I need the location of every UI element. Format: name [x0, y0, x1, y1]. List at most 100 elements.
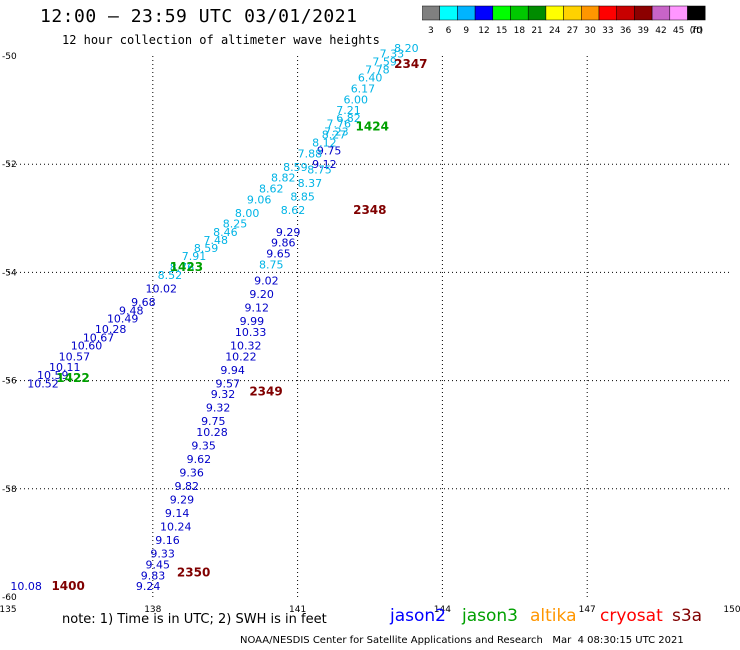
swh-value-label: 9.94 [220, 364, 245, 377]
legend-label: 6 [446, 26, 452, 36]
legend-label: 3 [428, 26, 434, 36]
lon-tick-label: 138 [144, 605, 161, 615]
lon-tick-label: 144 [434, 605, 451, 615]
lat-tick-label: -54 [2, 268, 17, 278]
swh-value-label: 9.14 [165, 507, 190, 520]
swh-value-label: 8.27 [322, 128, 347, 141]
legend-label: 21 [531, 26, 542, 36]
swh-value-label: 10.67 [83, 331, 115, 344]
swh-value-label: 9.35 [191, 440, 216, 453]
legend-label: 15 [496, 26, 507, 36]
lon-tick-label: 135 [0, 605, 17, 615]
lat-tick-label: -58 [2, 485, 17, 495]
swh-value-label: 9.02 [254, 275, 279, 288]
swh-value-label: 7.23 [324, 126, 349, 139]
legend-label: 42 [655, 26, 666, 36]
swh-value-label: 8.82 [271, 172, 296, 185]
swh-value-label: 9.99 [240, 315, 265, 328]
lat-tick-label: -60 [2, 593, 17, 603]
legend-label: 39 [638, 26, 650, 36]
units-note: note: 1) Time is in UTC; 2) SWH is in fe… [62, 612, 327, 627]
swh-value-label: 10.08 [10, 580, 42, 593]
swh-value-label: 8.59 [283, 161, 308, 174]
swh-value-label: 9.12 [312, 158, 337, 171]
time-stamp-label: 2350 [177, 566, 210, 580]
satellite-label-s3a: s3a [672, 606, 703, 626]
time-stamp-label: 2349 [249, 384, 282, 398]
legend-unit: (ft) [690, 26, 704, 36]
swh-value-label: 8.85 [290, 191, 315, 204]
legend-label: 33 [602, 26, 613, 36]
lon-tick-label: 141 [289, 605, 306, 615]
swh-value-label: 9.82 [175, 480, 200, 493]
swh-value-label: 8.75 [307, 164, 332, 177]
swh-value-label: 9.29 [170, 494, 195, 507]
swh-value-label: 8.37 [298, 177, 323, 190]
color-scale-legend: 3 6 9 12 15 18 21 24 27 30 33 36 39 42 45 70(ft) [422, 5, 706, 36]
swh-value-label: 9.62 [187, 453, 212, 466]
legend-swatch [687, 5, 706, 21]
swh-value-label: 7.59 [372, 55, 397, 68]
swh-value-label: 9.75 [317, 145, 342, 158]
swh-value-label: 10.52 [27, 377, 59, 390]
lat-tick-label: -56 [2, 377, 17, 387]
swh-value-label: 9.68 [131, 296, 156, 309]
time-stamp-label: 1422 [56, 371, 89, 385]
legend-label: 12 [478, 26, 489, 36]
swh-value-label: 10.11 [49, 361, 81, 374]
swh-value-label: 9.20 [249, 288, 273, 301]
swh-value-label: 9.83 [141, 569, 166, 582]
page-subtitle: 12 hour collection of altimeter wave hei… [62, 33, 380, 47]
swh-value-label: 7.76 [327, 118, 352, 131]
swh-value-label: 8.46 [213, 226, 238, 239]
swh-value-label: 9.32 [206, 402, 231, 415]
swh-value-label: 9.33 [150, 548, 175, 561]
legend-label: 45 [673, 26, 684, 36]
swh-value-label: 9.48 [119, 304, 144, 317]
swh-value-label: 10.57 [59, 350, 91, 363]
time-stamp-label: 2348 [353, 203, 386, 217]
swh-value-label: 8.62 [281, 204, 306, 217]
legend-label: 36 [620, 26, 632, 36]
swh-value-label: 8.20 [394, 42, 419, 55]
swh-value-label: 10.33 [235, 326, 267, 339]
swh-value-label: 9.36 [179, 467, 204, 480]
swh-value-label: 7.33 [380, 47, 405, 60]
time-stamp-label: 2347 [394, 57, 427, 71]
swh-value-label: 6.00 [343, 93, 368, 106]
swh-value-label: 9.45 [146, 559, 171, 572]
swh-value-label: 7.88 [298, 147, 323, 160]
swh-value-label: 10.02 [146, 283, 178, 296]
swh-value-label: 9.29 [276, 226, 301, 239]
legend-label: 24 [549, 26, 561, 36]
swh-value-label: 6.17 [351, 82, 376, 95]
swh-value-label: 8.25 [223, 218, 248, 231]
legend-label: 30 [584, 26, 596, 36]
swh-value-label: 8.75 [259, 258, 284, 271]
swh-value-label: 7.91 [182, 250, 207, 263]
time-stamp-label: 1423 [170, 260, 203, 274]
swh-value-label: 7.21 [336, 104, 361, 117]
swh-value-label: 8.52 [158, 269, 183, 282]
satellite-label-altika: altika [530, 606, 577, 626]
satellite-label-jason2: jason2 [390, 606, 446, 626]
swh-value-label: 9.12 [245, 302, 269, 315]
swh-value-label: 8.59 [194, 242, 219, 255]
swh-value-label: 10.28 [196, 426, 228, 439]
legend-label: 27 [567, 26, 578, 36]
satellite-label-jason3: jason3 [462, 606, 518, 626]
legend-label: 9 [463, 26, 469, 36]
lat-tick-label: -50 [2, 52, 17, 62]
time-stamp-label: 1400 [51, 579, 84, 593]
swh-value-label: 8.76 [170, 261, 195, 274]
swh-value-label: 10.32 [230, 339, 262, 352]
swh-value-label: 7.78 [365, 64, 390, 77]
swh-value-label: 9.32 [211, 388, 236, 401]
swh-value-label: 9.24 [136, 580, 161, 593]
satellite-label-cryosat: cryosat [600, 606, 663, 626]
legend-label: 70 [691, 26, 703, 36]
swh-value-label: 6.40 [358, 72, 383, 85]
swh-value-label: 8.12 [312, 137, 337, 150]
legend-label: 18 [514, 26, 526, 36]
